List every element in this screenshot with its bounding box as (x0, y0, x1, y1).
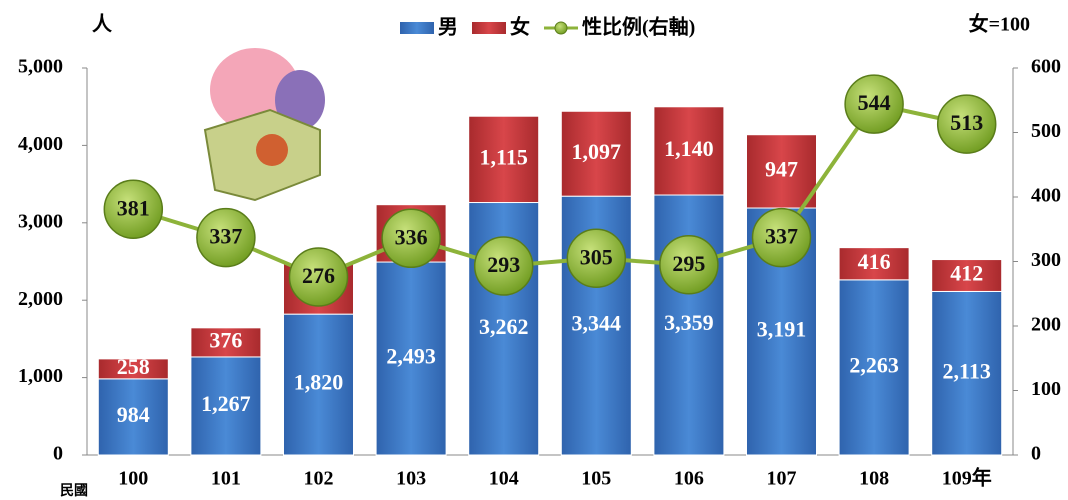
line-value-label: 337 (765, 224, 798, 249)
bar (190, 356, 262, 456)
y-tick-label: 3,000 (18, 210, 63, 232)
line-value-label: 513 (950, 110, 983, 135)
bar-value-label: 1,267 (201, 391, 251, 416)
bar-value-label: 412 (950, 261, 983, 286)
bar-value-label: 1,115 (480, 144, 528, 169)
x-tick-label: 105 (581, 468, 611, 490)
bar-value-label: 984 (117, 402, 150, 427)
bar-value-label: 1,820 (294, 370, 344, 395)
bar (283, 313, 354, 456)
y2-tick-label: 0 (1031, 443, 1041, 465)
bar-value-label: 3,344 (572, 311, 622, 336)
line-value-label: 276 (302, 263, 335, 288)
bar-value-label: 3,359 (664, 310, 714, 335)
line-marker (288, 247, 349, 307)
x-tick-label: 101 (211, 468, 241, 490)
bar (375, 261, 447, 456)
line-marker (103, 179, 164, 240)
line (132, 101, 968, 280)
bar-value-label: 1,097 (572, 139, 622, 164)
bar (97, 378, 169, 456)
line-marker (473, 236, 534, 296)
y-tick-label: 2,000 (18, 288, 63, 310)
line-value-label: 336 (395, 224, 428, 249)
line-value-label: 305 (580, 244, 613, 269)
bar-value-label: 416 (858, 249, 891, 274)
bar-value-label: 3,262 (479, 314, 529, 339)
bar (97, 358, 169, 380)
bar (190, 327, 262, 358)
line-marker (844, 74, 904, 134)
y2-tick-label: 200 (1031, 314, 1061, 336)
line-value-label: 544 (858, 90, 891, 115)
line-marker (659, 234, 719, 295)
legend-swatch (472, 22, 506, 34)
y-axis-label: 人 (92, 13, 113, 36)
x-tick-label: 109年 (942, 466, 992, 490)
y-tick-label: 1,000 (18, 365, 63, 387)
x-tick-label: 103 (396, 468, 426, 490)
y-tick-label: 0 (53, 443, 63, 465)
y-tick-label: 4,000 (18, 133, 63, 155)
line-marker (751, 207, 812, 268)
x-tick-label: 108 (859, 468, 889, 490)
bar-value-label: 1,140 (664, 136, 714, 161)
y2-tick-label: 600 (1031, 56, 1061, 78)
legend-label: 男 (438, 17, 458, 39)
line-marker (381, 208, 441, 269)
x-tick-label: 102 (304, 468, 334, 490)
bar-value-label: 947 (765, 156, 798, 181)
bar (838, 279, 910, 456)
x-tick-label: 104 (489, 468, 519, 490)
bar-value-label: 2,113 (943, 358, 991, 383)
bar-value-label: 2,493 (386, 344, 436, 369)
legend-swatch (400, 22, 434, 34)
bar (746, 134, 817, 209)
legend-swatch (554, 21, 568, 35)
bar (653, 106, 725, 196)
line-marker (936, 94, 997, 154)
line-value-label: 381 (117, 195, 150, 220)
y2-axis-label: 女=100 (969, 12, 1030, 36)
y2-tick-label: 300 (1031, 249, 1061, 271)
bar-value-label: 376 (209, 327, 242, 352)
bar-value-label: 258 (117, 354, 150, 379)
y2-tick-label: 500 (1031, 120, 1061, 142)
x-tick-label: 106 (674, 468, 704, 490)
line-value-label: 293 (487, 252, 520, 277)
line-marker (196, 207, 256, 268)
y2-tick-label: 400 (1031, 185, 1061, 207)
bar-value-label: 3,191 (757, 317, 807, 342)
bar (560, 110, 632, 197)
x-axis-label: 民國 (60, 483, 88, 499)
x-tick-label: 100 (118, 468, 148, 490)
line-value-label: 295 (672, 251, 705, 276)
illustration (203, 48, 325, 202)
legend-label: 女 (510, 15, 530, 39)
y-tick-label: 5,000 (18, 56, 63, 78)
y2-tick-label: 100 (1031, 378, 1061, 400)
bar (931, 290, 1003, 456)
bar (468, 115, 540, 204)
legend-label: 性比例(右軸) (582, 15, 695, 39)
bar-value-label: 2,263 (849, 352, 899, 377)
bar (838, 247, 910, 281)
bar (931, 259, 1003, 292)
line-marker (566, 228, 627, 289)
line-value-label: 337 (209, 224, 242, 249)
x-tick-label: 107 (767, 468, 797, 490)
